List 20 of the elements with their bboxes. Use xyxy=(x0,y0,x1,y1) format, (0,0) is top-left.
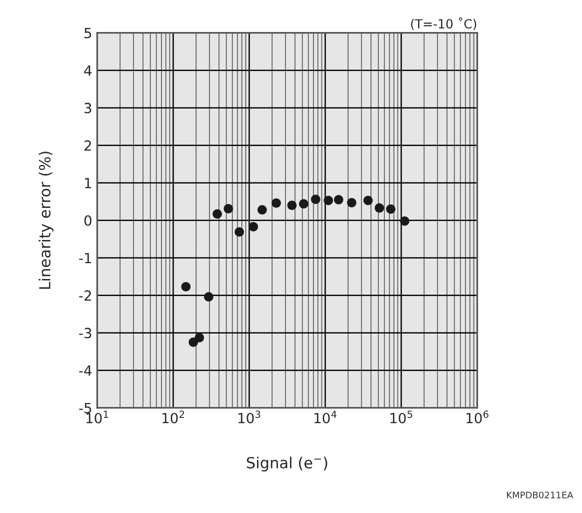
y-tick-label: 3 xyxy=(84,102,92,114)
y-tick-label: -2 xyxy=(79,290,91,301)
y-tick-label: 2 xyxy=(84,140,91,151)
y-tick-label: 1 xyxy=(85,178,92,188)
x-tick-label: 10$^{5}$ xyxy=(390,410,412,424)
y-tick-label: -3 xyxy=(79,328,92,338)
y-tick-label: 5 xyxy=(84,28,92,38)
x-tick-label: 10$^{3}$ xyxy=(238,410,260,424)
y-tick-label: -1 xyxy=(79,252,92,264)
y-axis-title: Linearity error (%) xyxy=(38,152,54,289)
x-tick-label: 10$^{4}$ xyxy=(314,410,336,424)
y-tick-label: -5 xyxy=(79,402,92,414)
y-tick-label: -4 xyxy=(79,365,92,376)
x-tick-label: 10$^{2}$ xyxy=(162,410,184,424)
y-tick-label: 4 xyxy=(84,65,92,76)
text: (T=-10 ˚C) xyxy=(411,17,476,30)
text: KMPDB0211EA xyxy=(507,492,574,498)
y-tick-label: 0 xyxy=(84,215,92,226)
x-tick-label: 10$^{6}$ xyxy=(466,410,488,424)
x-axis-title: Signal (e$^{−}$) xyxy=(246,456,328,472)
